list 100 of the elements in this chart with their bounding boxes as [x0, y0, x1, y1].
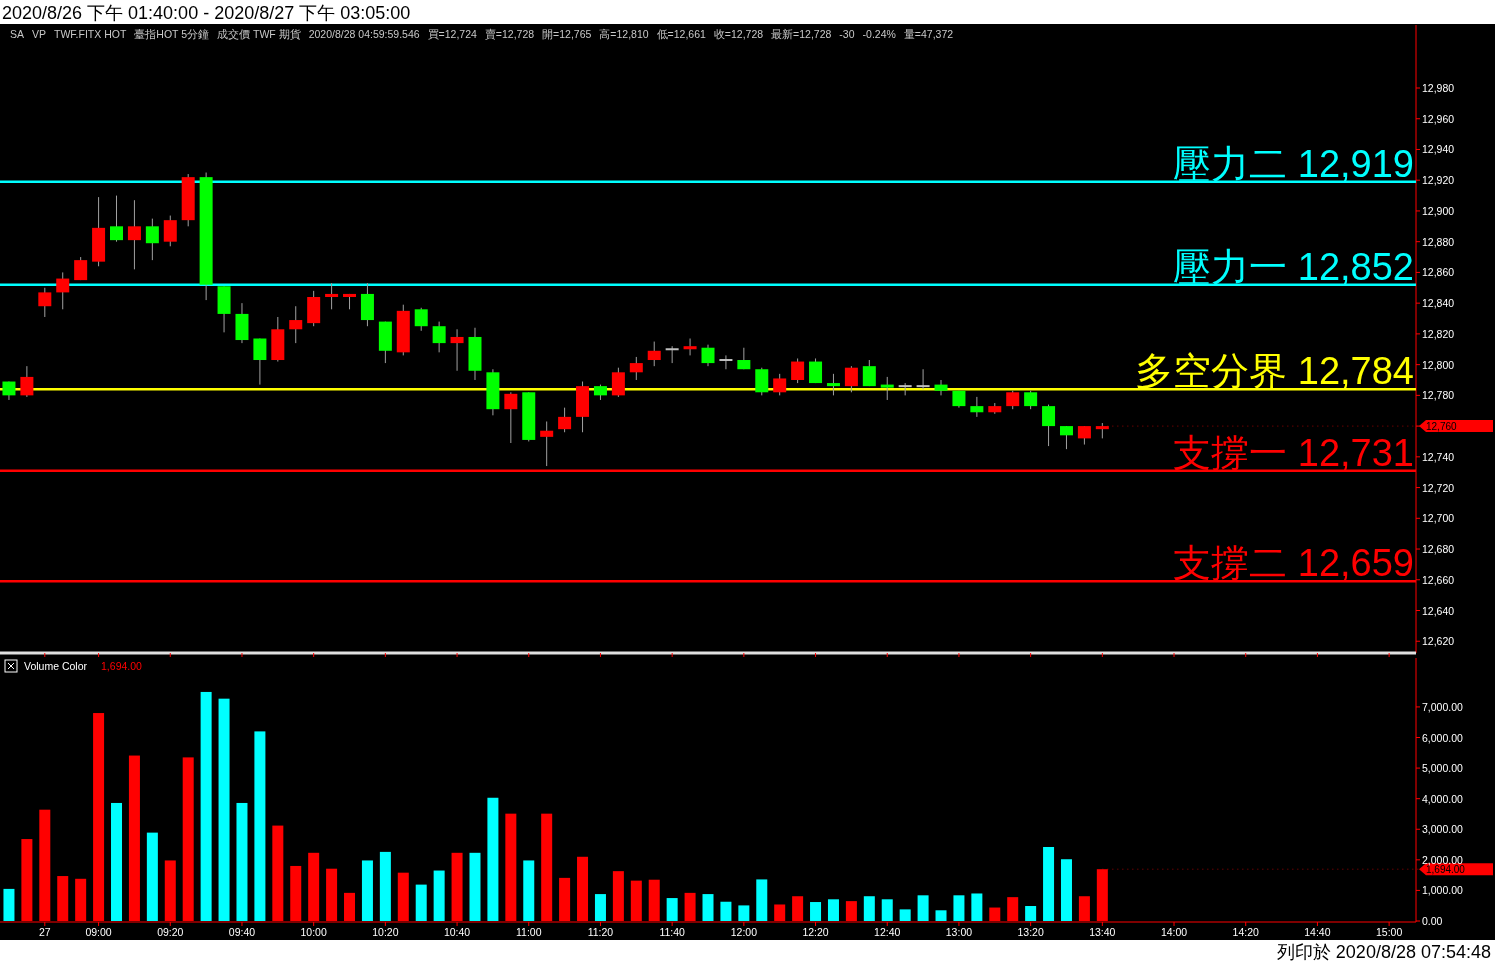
bar — [666, 898, 678, 921]
bar — [756, 879, 768, 921]
candlestick — [289, 305, 303, 344]
y-tick-label: 4,000.00 — [1422, 792, 1464, 805]
annotation: SA — [10, 28, 25, 40]
candlestick — [701, 344, 715, 367]
x-tick-label: 15:00 — [1375, 926, 1403, 938]
candlestick — [56, 271, 70, 310]
bar — [863, 896, 875, 921]
ref-line-label: 支撐一 12,731 — [1173, 431, 1414, 474]
y-tick-label: 12,680 — [1422, 543, 1455, 556]
y-tick-label: 12,840 — [1422, 297, 1455, 310]
annotation: 12,760 — [1426, 421, 1458, 433]
bar — [433, 870, 445, 921]
y-tick-label: 12,640 — [1422, 604, 1455, 617]
candlestick — [127, 199, 141, 270]
bar — [899, 909, 911, 921]
bar — [146, 832, 158, 921]
y-tick-label: 12,980 — [1422, 82, 1455, 95]
candlestick — [163, 215, 177, 247]
annotation: 臺指HOT 5分鐘 — [134, 28, 210, 40]
x-tick-label: 11:20 — [587, 926, 614, 938]
candlestick — [450, 328, 464, 372]
candlestick — [558, 407, 572, 433]
candlestick — [110, 195, 124, 243]
candlestick — [504, 391, 518, 444]
candlestick — [1024, 390, 1038, 410]
y-tick-label: 12,740 — [1422, 450, 1455, 463]
bar — [218, 698, 230, 921]
bar — [469, 852, 481, 921]
candlestick — [432, 321, 446, 353]
candlestick — [647, 341, 661, 367]
x-tick-label: 09:20 — [157, 926, 184, 938]
chart-subtitle: 1,694.00 — [101, 660, 143, 672]
bar — [738, 905, 750, 921]
candlestick — [1042, 404, 1056, 447]
y-tick-label: 12,940 — [1422, 143, 1455, 156]
y-tick-label: 12,860 — [1422, 266, 1455, 279]
annotation: VP — [32, 28, 47, 40]
chart-title: 2020/8/26 下午 01:40:00 - 2020/8/27 下午 03:05:00 — [2, 3, 411, 23]
annotation: -0.24% — [862, 28, 896, 40]
bar — [971, 893, 983, 921]
annotation: 高=12,810 — [599, 28, 649, 40]
x-tick-label: 13:40 — [1089, 926, 1116, 938]
ref-line-label: 支撐二 12,659 — [1173, 542, 1414, 585]
x-tick-label: 12:00 — [730, 926, 758, 938]
bar — [523, 860, 535, 921]
x-tick-label: 14:20 — [1232, 926, 1260, 938]
y-tick-label: 12,920 — [1422, 174, 1455, 187]
y-tick-label: 2,000.00 — [1422, 853, 1464, 866]
candlestick — [611, 367, 625, 398]
annotation: 低=12,661 — [656, 28, 707, 40]
y-tick-label: 6,000.00 — [1422, 731, 1464, 744]
y-tick-label: 0.00 — [1422, 915, 1443, 927]
candlestick — [540, 420, 554, 467]
candlestick — [1059, 425, 1073, 450]
candlestick — [934, 379, 948, 396]
bar — [236, 802, 248, 921]
annotation: 買=12,724 — [427, 28, 478, 40]
bar — [1043, 846, 1055, 921]
bar — [487, 797, 499, 921]
bar — [720, 901, 732, 921]
bar — [827, 899, 839, 921]
x-tick-label: 14:40 — [1304, 926, 1331, 938]
annotation: 量=47,372 — [903, 28, 954, 40]
x-tick-label: 11:40 — [659, 926, 686, 938]
x-tick-label: 27 — [38, 926, 51, 938]
x-tick-label: 10:00 — [300, 926, 327, 938]
x-tick-label: 12:40 — [874, 926, 901, 938]
candlestick — [862, 359, 876, 387]
y-tick-label: 12,800 — [1422, 358, 1455, 371]
bar — [953, 895, 965, 921]
text: 列印於 2020/8/28 07:54:48 — [1276, 942, 1491, 962]
candlestick — [253, 338, 267, 386]
bar — [935, 910, 947, 921]
chart-title: Volume Color — [24, 660, 88, 672]
y-tick-label: 5,000.00 — [1422, 762, 1464, 775]
bar — [3, 888, 15, 921]
annotation: 賣=12,728 — [484, 28, 535, 40]
x-tick-label: 10:40 — [443, 926, 471, 938]
bar — [917, 895, 929, 921]
bar — [254, 731, 266, 921]
candlestick — [38, 287, 52, 318]
y-tick-label: 12,720 — [1422, 481, 1455, 494]
candlestick — [755, 367, 769, 396]
y-tick-label: 12,780 — [1422, 389, 1455, 402]
bar — [1025, 906, 1037, 921]
annotation: 成交價 TWF 期貨 — [217, 28, 301, 40]
y-tick-label: 12,900 — [1422, 204, 1455, 217]
annotation: -30 — [839, 28, 855, 40]
annotation: 收=12,728 — [713, 28, 764, 40]
x-tick-label: 13:00 — [945, 926, 973, 938]
candlestick — [145, 218, 159, 261]
x-tick-label: 14:00 — [1160, 926, 1188, 938]
candlestick — [844, 365, 858, 393]
x-tick-label: 09:00 — [85, 926, 112, 938]
y-tick-label: 7,000.00 — [1422, 700, 1464, 713]
y-tick-label: 12,880 — [1422, 235, 1455, 248]
candlestick — [719, 354, 733, 370]
ref-line-label: 壓力一 12,852 — [1173, 245, 1414, 288]
